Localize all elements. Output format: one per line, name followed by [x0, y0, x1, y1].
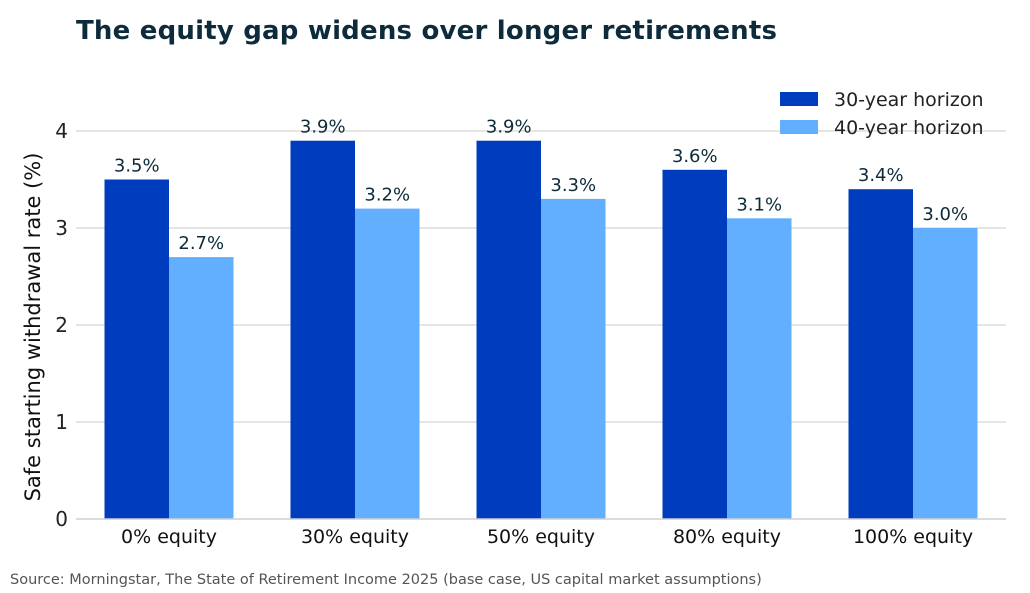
legend: 30-year horizon 40-year horizon	[780, 89, 984, 139]
y-axis-title: Safe starting withdrawal rate (%)	[21, 153, 45, 502]
y-tick-label: 0	[55, 507, 68, 531]
bar-30yr	[104, 179, 169, 519]
data-label: 3.3%	[550, 175, 596, 196]
axes: 0 1 2 3 4 Safe starting withdrawal rate (%) 0%…	[21, 119, 1006, 548]
data-label: 3.1%	[736, 194, 782, 215]
data-label: 3.2%	[364, 185, 410, 206]
bar-40yr	[169, 257, 234, 519]
legend-label: 30-year horizon	[834, 89, 984, 111]
bar-30yr	[848, 189, 913, 519]
legend-label: 40-year horizon	[834, 117, 984, 139]
y-tick-label: 4	[55, 119, 68, 143]
data-label: 3.5%	[114, 156, 160, 177]
data-label: 3.9%	[486, 117, 532, 138]
bar-40yr	[913, 228, 978, 519]
x-tick-label: 0% equity	[121, 526, 217, 548]
chart-title: The equity gap widens over longer retire…	[76, 16, 778, 46]
bar-30yr	[662, 169, 727, 520]
data-label: 3.4%	[858, 165, 904, 186]
x-tick-label: 30% equity	[301, 526, 409, 548]
legend-swatch	[780, 120, 818, 134]
data-label: 3.6%	[672, 146, 718, 167]
y-tick-label: 3	[55, 216, 68, 240]
bar-30yr	[476, 140, 541, 519]
bar-40yr	[541, 198, 606, 519]
bars	[104, 140, 978, 520]
y-tick-label: 2	[55, 313, 68, 337]
data-label: 3.9%	[300, 117, 346, 138]
bar-30yr	[290, 140, 355, 519]
data-label: 3.0%	[922, 204, 968, 225]
x-tick-label: 80% equity	[673, 526, 781, 548]
y-tick-label: 1	[55, 410, 68, 434]
bar-40yr	[727, 218, 792, 520]
bar-40yr	[355, 208, 420, 519]
legend-swatch	[780, 92, 818, 106]
x-tick-label: 100% equity	[853, 526, 973, 548]
data-label: 2.7%	[178, 233, 224, 254]
x-tick-label: 50% equity	[487, 526, 595, 548]
data-labels: 3.5% 2.7% 3.9% 3.2% 3.9% 3.3% 3.6% 3.1% 3.4% 3.0%	[114, 117, 968, 254]
source-note: Source: Morningstar, The State of Retire…	[10, 572, 762, 588]
